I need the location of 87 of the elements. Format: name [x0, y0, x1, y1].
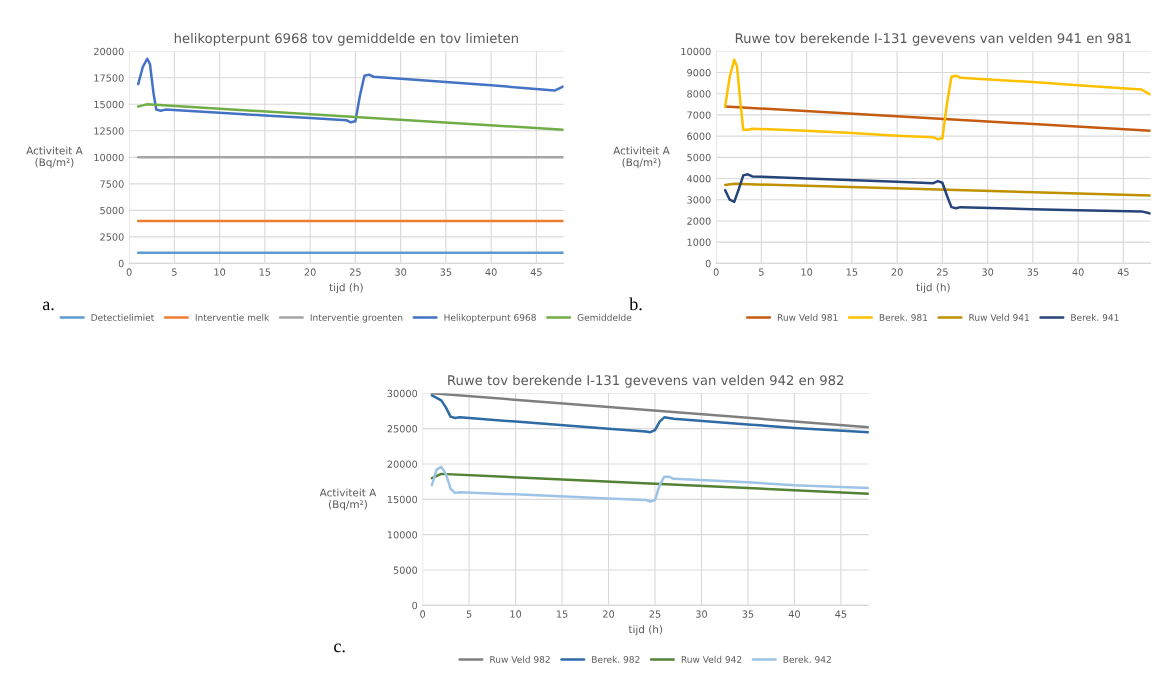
x-tick-label: 20: [891, 268, 903, 276]
x-tick-label: 45: [1117, 268, 1129, 276]
x-tick-label: 15: [556, 610, 568, 618]
y-tick-label: 7500: [100, 180, 124, 188]
chart-title: helikopterpunt 6968 tov gemiddelde en tov limieten: [174, 32, 518, 46]
y-tick-label: 25000: [387, 425, 418, 433]
y-tick-label: 2500: [100, 233, 124, 241]
x-tick-label: 10: [510, 610, 522, 618]
y-tick-label: 10000: [94, 153, 124, 162]
x-tick-label: 5: [759, 268, 764, 276]
legend-label: Detectielimiet: [91, 313, 155, 321]
y-tick-label: 10000: [681, 47, 711, 56]
y-tick-label: 20000: [94, 47, 124, 56]
y-tick-label: 8000: [687, 90, 711, 98]
y-axis-title: Activiteit A (Bq/m²): [613, 146, 670, 169]
y-tick-label: 20000: [387, 460, 418, 468]
x-tick-label: 25: [649, 610, 661, 618]
y-tick-label: 17500: [94, 74, 124, 82]
chart-title: Ruwe tov berekende I-131 gevevens van velden 942 en 982: [448, 374, 844, 388]
x-tick-label: 5: [172, 268, 177, 276]
line-series: [136, 103, 564, 131]
legend-label: Berek. 982: [592, 655, 640, 663]
legend-label: Helikopterpunt 6968: [444, 313, 536, 323]
line-series: [136, 57, 564, 124]
legend-label: Interventie groenten: [310, 313, 403, 323]
legend-label: Ruw Veld 941: [969, 313, 1029, 321]
x-tick-label: 35: [742, 610, 754, 618]
y-tick-label: 30000: [387, 389, 418, 398]
x-tick-label: 10: [214, 268, 226, 276]
y-tick-label: 4000: [687, 175, 711, 183]
x-tick-label: 20: [603, 610, 615, 618]
y-tick-label: 15000: [387, 495, 418, 504]
x-tick-label: 0: [126, 268, 132, 276]
y-axis-title: Activiteit A (Bq/m²): [26, 146, 83, 169]
x-tick-label: 30: [982, 268, 994, 276]
x-tick-label: 45: [835, 610, 847, 618]
x-axis-title: tijd (h): [916, 283, 950, 294]
y-tick-label: 0: [118, 259, 124, 268]
chart-title: Ruwe tov berekende I-131 gevevens van velden 941 en 981: [735, 32, 1131, 46]
x-tick-label: 40: [485, 268, 497, 276]
line-series: [430, 465, 869, 503]
x-tick-label: 35: [440, 268, 452, 276]
legend-label: Interventie melk: [195, 313, 270, 321]
y-tick-label: 2000: [687, 217, 711, 225]
y-tick-label: 7000: [687, 111, 711, 119]
x-tick-label: 45: [530, 268, 542, 276]
y-tick-label: 5000: [393, 566, 418, 574]
x-tick-label: 30: [696, 610, 707, 618]
line-series: [723, 173, 1151, 215]
y-tick-label: 3000: [687, 196, 711, 204]
x-tick-label: 10: [801, 268, 813, 276]
x-tick-label: 20: [304, 268, 316, 276]
x-axis-title: tijd (h): [628, 625, 663, 636]
y-tick-label: 5000: [100, 206, 124, 215]
x-axis-title: tijd (h): [329, 283, 363, 294]
x-tick-label: 35: [1027, 268, 1039, 276]
y-tick-label: 1000: [687, 238, 711, 246]
y-axis-title: Activiteit A (Bq/m²): [319, 488, 377, 511]
y-tick-label: 6000: [687, 132, 711, 140]
x-tick-label: 40: [788, 610, 800, 618]
legend-label: Gemiddelde: [577, 313, 632, 321]
x-tick-label: 40: [1072, 268, 1084, 276]
legend-label: Berek. 942: [783, 655, 831, 663]
legend-label: Ruw Veld 982: [490, 655, 550, 663]
text: a.: [42, 301, 54, 311]
legend-label: Berek. 941: [1071, 313, 1119, 321]
legend-label: Berek. 981: [879, 313, 928, 321]
x-tick-label: 25: [349, 268, 361, 276]
x-tick-label: 0: [713, 268, 719, 276]
text: b.: [629, 297, 642, 311]
legend-label: Ruw Veld 981: [777, 313, 838, 321]
x-tick-label: 15: [846, 268, 858, 276]
y-tick-label: 9000: [687, 68, 711, 77]
y-tick-label: 12500: [94, 127, 124, 135]
legend-label: Ruw Veld 942: [681, 655, 742, 663]
y-tick-label: 15000: [94, 100, 124, 109]
y-tick-label: 0: [412, 601, 418, 610]
x-tick-label: 25: [936, 268, 948, 276]
y-tick-label: 10000: [387, 531, 418, 539]
line-series: [723, 58, 1151, 141]
y-tick-label: 0: [705, 259, 711, 268]
x-tick-label: 15: [259, 268, 271, 276]
text: c.: [334, 643, 345, 653]
x-tick-label: 5: [466, 610, 472, 618]
x-tick-label: 0: [420, 610, 426, 618]
x-tick-label: 30: [395, 268, 407, 276]
y-tick-label: 5000: [687, 153, 711, 162]
